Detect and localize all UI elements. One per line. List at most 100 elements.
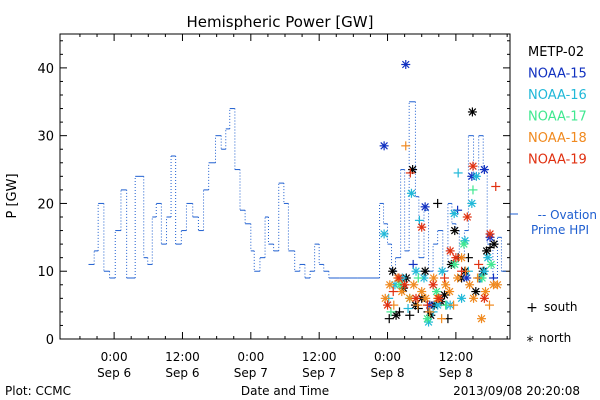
- data-point: [437, 314, 447, 324]
- data-point: [379, 141, 389, 151]
- point-stroke: [420, 274, 428, 282]
- data-point: [409, 280, 419, 290]
- point-stroke: [478, 274, 486, 282]
- data-point: [384, 314, 394, 324]
- data-point: [420, 202, 430, 212]
- data-point: [449, 300, 459, 310]
- point-stroke: [457, 253, 466, 262]
- point-stroke: [468, 199, 476, 208]
- data-point: [441, 300, 451, 310]
- data-point: [417, 287, 427, 297]
- x-tick-date-label: Sep 7: [234, 366, 268, 380]
- point-stroke: [440, 291, 449, 299]
- point-stroke: [432, 287, 441, 296]
- point-stroke: [465, 280, 474, 289]
- legend-entry: NOAA-17: [528, 110, 587, 125]
- point-stroke: [472, 172, 481, 181]
- point-stroke: [472, 287, 480, 296]
- point-stroke: [487, 260, 496, 269]
- data-point: [428, 280, 438, 290]
- y-tick-label: 30: [37, 130, 54, 145]
- marker-key-north-label: north: [539, 331, 571, 345]
- data-point: [479, 165, 489, 175]
- data-point: [429, 273, 439, 283]
- data-point: [445, 246, 455, 256]
- y-tick-label: 20: [37, 197, 54, 212]
- data-point: [449, 209, 459, 219]
- point-stroke: [450, 226, 459, 235]
- point-stroke: [392, 311, 400, 320]
- point-stroke: [429, 280, 437, 289]
- data-point: [417, 222, 427, 232]
- data-point: [462, 212, 472, 222]
- point-stroke: [421, 267, 429, 276]
- ovation-series: [88, 101, 507, 279]
- data-point: [471, 171, 481, 181]
- point-stroke: [421, 203, 429, 211]
- x-tick-time-label: 12:00: [165, 350, 200, 364]
- point-stroke: [469, 294, 478, 303]
- data-point: [413, 300, 423, 310]
- data-point: [459, 239, 469, 249]
- point-stroke: [397, 287, 406, 296]
- legend-entry: NOAA-15: [528, 67, 587, 82]
- data-point: [450, 226, 460, 236]
- point-stroke: [463, 213, 472, 221]
- data-point: [433, 198, 443, 208]
- data-point: [413, 273, 423, 283]
- y-axis-label: P [GW]: [5, 173, 20, 218]
- legend-entry: METP-02: [528, 45, 584, 60]
- legend: METP-02 NOAA-15 NOAA-16 NOAA-17 NOAA-18 NOAA-…: [528, 45, 587, 168]
- ovation-label-line1: -- Ovation: [538, 208, 597, 222]
- data-point: [471, 287, 481, 297]
- satellite-points: [379, 60, 502, 327]
- footer-right: 2013/09/08 20:20:08: [453, 384, 580, 398]
- data-point: [411, 266, 421, 276]
- marker-key-south-symbol: +: [526, 300, 538, 316]
- data-point: [401, 60, 411, 69]
- point-stroke: [452, 253, 460, 262]
- point-stroke: [441, 280, 450, 289]
- data-point: [425, 307, 435, 317]
- point-stroke: [383, 301, 392, 309]
- point-stroke: [480, 267, 489, 276]
- point-stroke: [421, 294, 430, 303]
- point-stroke: [381, 294, 390, 303]
- data-point: [397, 287, 407, 297]
- x-tick-time-label: 0:00: [237, 350, 264, 364]
- point-stroke: [429, 274, 438, 282]
- point-stroke: [395, 274, 403, 282]
- data-point: [479, 266, 489, 276]
- data-point: [473, 273, 483, 283]
- x-tick-date-label: Sep 7: [302, 366, 336, 380]
- data-point: [406, 188, 416, 198]
- data-point: [451, 253, 461, 263]
- point-stroke: [388, 267, 397, 276]
- ovation-label-line2: Prime HPI: [531, 223, 589, 237]
- point-stroke: [480, 165, 489, 174]
- data-point: [420, 266, 430, 276]
- data-point: [485, 229, 495, 239]
- data-point: [411, 293, 421, 303]
- data-point: [481, 287, 491, 297]
- x-axis-ticks: 0:00 Sep 6 12:00 Sep 6 0:00 Sep 7 12:00 Sep 7 0:…: [79, 34, 508, 380]
- x-tick-time-label: 12:00: [439, 350, 474, 364]
- marker-key-south: + south: [526, 300, 577, 316]
- point-stroke: [438, 267, 447, 276]
- point-stroke: [401, 60, 410, 69]
- data-point: [401, 141, 411, 151]
- point-stroke: [457, 294, 466, 303]
- data-point: [432, 287, 442, 297]
- point-stroke: [482, 247, 491, 255]
- marker-key-north-symbol: *: [527, 334, 534, 350]
- data-point: [414, 215, 424, 225]
- data-point: [437, 266, 447, 276]
- point-stroke: [417, 223, 426, 231]
- y-tick-label: 0: [46, 333, 54, 348]
- data-point: [457, 266, 467, 276]
- point-stroke: [481, 287, 490, 296]
- point-stroke: [386, 280, 394, 289]
- data-point: [385, 280, 395, 290]
- point-stroke: [433, 301, 442, 309]
